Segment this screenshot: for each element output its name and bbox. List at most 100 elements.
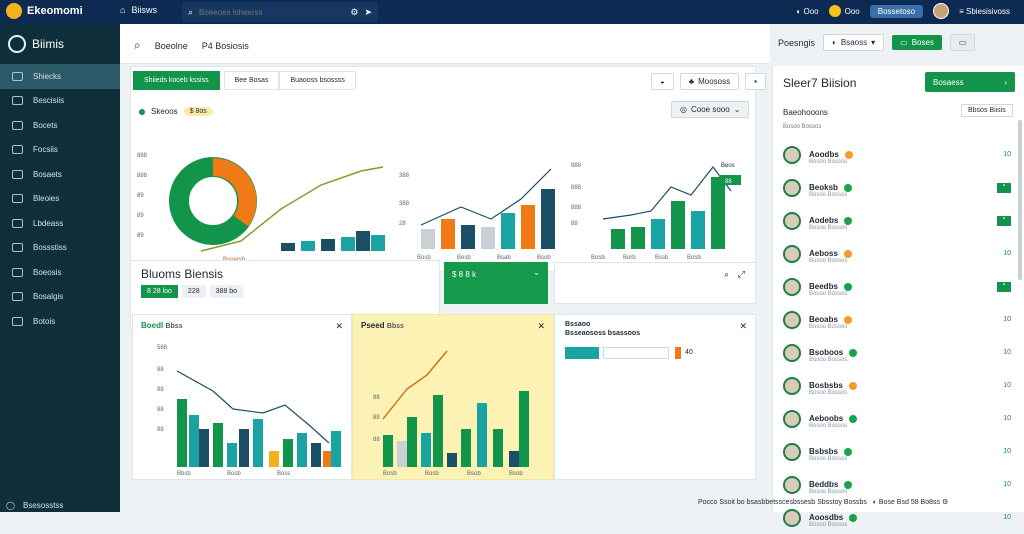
tab-second[interactable]: Bee Bosas <box>223 71 280 90</box>
stat-green-tile[interactable]: $ 8 8 k ⌄ <box>444 262 548 304</box>
bar <box>519 391 529 467</box>
brand-ring-icon <box>8 35 26 53</box>
filter-button[interactable]: ♣ Moososs <box>679 73 740 90</box>
sidebar-item-1[interactable]: Bescisiis <box>0 89 120 114</box>
avatar[interactable] <box>933 3 950 19</box>
filter-icon-button[interactable]: ◒ <box>651 73 674 90</box>
bar <box>281 243 295 251</box>
stat-pill[interactable]: 388 bo <box>209 285 244 298</box>
global-search[interactable]: ⌕ ⚙ ➤ <box>182 2 378 22</box>
notifications-button[interactable]: ◐ Ooo <box>796 6 819 16</box>
tab-third[interactable]: Buaooss bsossss <box>279 71 356 90</box>
bar <box>213 423 223 467</box>
list-item-name: Beoksb <box>809 183 838 192</box>
settings-icon[interactable]: ⚙ <box>941 499 949 506</box>
sidebar-item-label: Bocets <box>33 120 58 130</box>
sidebar-item-10[interactable]: Botois <box>0 309 120 334</box>
home-icon[interactable]: ⌂ <box>120 5 126 15</box>
bar <box>493 429 503 467</box>
panel-b-chart: 888888BosbBosbBsobBsobBosobos Dosb <box>373 350 529 477</box>
sidebar-item-7[interactable]: Bossstiss <box>0 236 120 261</box>
stat-pill[interactable]: 228 <box>181 285 206 298</box>
list-item[interactable]: Bosbsbs Bosoo Bossos 10 <box>773 369 1024 402</box>
coin-button[interactable]: Ooo <box>828 5 860 17</box>
avatar <box>783 475 801 494</box>
stat-pill[interactable]: 8 28 loo <box>141 285 178 298</box>
tick-label: 88 <box>157 427 164 433</box>
search-icon[interactable]: ⌕ <box>134 38 141 52</box>
list-item[interactable]: Aeboobs Bosoo Bossos 10 <box>773 402 1024 435</box>
top-right: ◐ Ooo Ooo Bossetoso ≡ Sbiesisivoss <box>796 3 1010 19</box>
sidebar-item-5[interactable]: Bleoies <box>0 187 120 212</box>
tab-overview[interactable]: Shiieds koceb kssiss <box>133 71 220 90</box>
sidebar-item-0[interactable]: Shiecks <box>0 64 120 89</box>
panel-b-title: Pseed Bbss <box>361 321 404 330</box>
tick-label: 89 <box>137 233 144 239</box>
tick-label: 388 <box>399 201 410 207</box>
top-nav[interactable]: ⌂ Biisws <box>120 5 157 15</box>
bar <box>301 241 315 251</box>
overview-badge: $ 8os <box>183 107 213 116</box>
list-item-sub: Bosoo Bossos <box>809 192 848 198</box>
export-button[interactable]: ▪ <box>745 73 766 90</box>
list-item[interactable]: Beedbs Bosoo Bossos ▪ <box>773 270 1024 303</box>
search-icon: ⌕ <box>188 6 194 17</box>
right-panel-button[interactable]: Bosaess › <box>925 72 1015 92</box>
panel-c-input[interactable] <box>603 347 669 359</box>
header-dropdown[interactable]: ◐ Bsaoss ▾ <box>823 34 885 51</box>
close-icon[interactable]: ✕ <box>739 321 747 331</box>
overview-select[interactable]: ◎ Cooe sooo ⌄ <box>671 101 750 118</box>
close-icon[interactable]: ✕ <box>335 321 343 331</box>
list-item-name: Aoodbs <box>809 150 839 159</box>
list-item[interactable]: Beoabs Bosoo Bossos 10 <box>773 303 1024 336</box>
list-item-value: 10 <box>1003 514 1011 521</box>
sidebar-footer[interactable]: ◯ Bsesosstss <box>6 501 64 510</box>
header-action-button[interactable]: ▭ Boses <box>892 35 942 50</box>
sidebar-item-6[interactable]: Lbdeass <box>0 211 120 236</box>
expand-icon[interactable]: ⤢ <box>737 269 745 279</box>
bar <box>611 229 625 249</box>
account-pill[interactable]: Bossetoso <box>869 4 924 18</box>
app-logo[interactable]: Ekeomomi <box>6 3 83 19</box>
header-menu-button[interactable]: ▭ <box>949 34 976 51</box>
list-item-sub: Bosoo Bossos <box>809 291 848 297</box>
panel-a-chart: 58888888888BbsbBosbBossBessbeoo <box>157 345 341 477</box>
list-item[interactable]: Bsoboos Bosoo Bossos 10 <box>773 336 1024 369</box>
avatar <box>783 442 801 461</box>
list-item[interactable]: Beoksb Bosoo Bossos ▪ <box>773 171 1024 204</box>
list-item[interactable]: Aoodbs Bosoo Bossos 10 <box>773 138 1024 171</box>
search-input[interactable] <box>199 7 345 17</box>
list-item-name: Bsbsbs <box>809 447 838 456</box>
bar <box>341 237 355 251</box>
close-icon[interactable]: ✕ <box>537 321 545 331</box>
right-panel-filter[interactable]: Bbsos Biisis <box>961 104 1013 117</box>
list-item[interactable]: Beddbs Bosoo Bossos 10 <box>773 468 1024 501</box>
sidebar-item-3[interactable]: Focsiis <box>0 138 120 163</box>
search-icon[interactable]: ⌕ <box>723 269 729 279</box>
info-icon: ◯ <box>6 501 15 510</box>
list-item-value: 10 <box>1003 382 1011 389</box>
tick-label: 89 <box>137 193 144 199</box>
sidebar-item-4[interactable]: Bosaets <box>0 162 120 187</box>
list-item[interactable]: Aodebs Bosoo Bossos ▪ <box>773 204 1024 237</box>
list-item-value: 10 <box>1003 481 1011 488</box>
bar <box>227 443 237 467</box>
list-item[interactable]: Bsbsbs Bosoo Bossos 10 <box>773 435 1024 468</box>
overview-card: Shiieds koceb kssiss Bee Bosas Buaooss b… <box>130 66 766 272</box>
settings-icon[interactable]: ⚙ <box>350 6 359 17</box>
bar-icon <box>12 218 23 228</box>
send-icon[interactable]: ➤ <box>364 6 372 17</box>
bar <box>283 439 293 467</box>
breadcrumb[interactable]: P4 Bosiosis <box>201 40 249 51</box>
nav-label[interactable]: Biisws <box>131 5 157 15</box>
card-icon <box>12 145 23 155</box>
user-menu[interactable]: ≡ Sbiesisivoss <box>959 6 1010 16</box>
tick-label: Bosb <box>383 471 397 477</box>
sidebar-item-9[interactable]: Bosalgis <box>0 285 120 310</box>
sidebar-item-2[interactable]: Bocets <box>0 113 120 138</box>
list-item[interactable]: Aeboss Bosoo Bossos 10 <box>773 237 1024 270</box>
sidebar-item-8[interactable]: Boeosis <box>0 260 120 285</box>
list-item-name: Aoosdbs <box>809 513 844 522</box>
scrollbar[interactable] <box>1018 120 1022 280</box>
tick-label: 88 <box>373 437 380 443</box>
